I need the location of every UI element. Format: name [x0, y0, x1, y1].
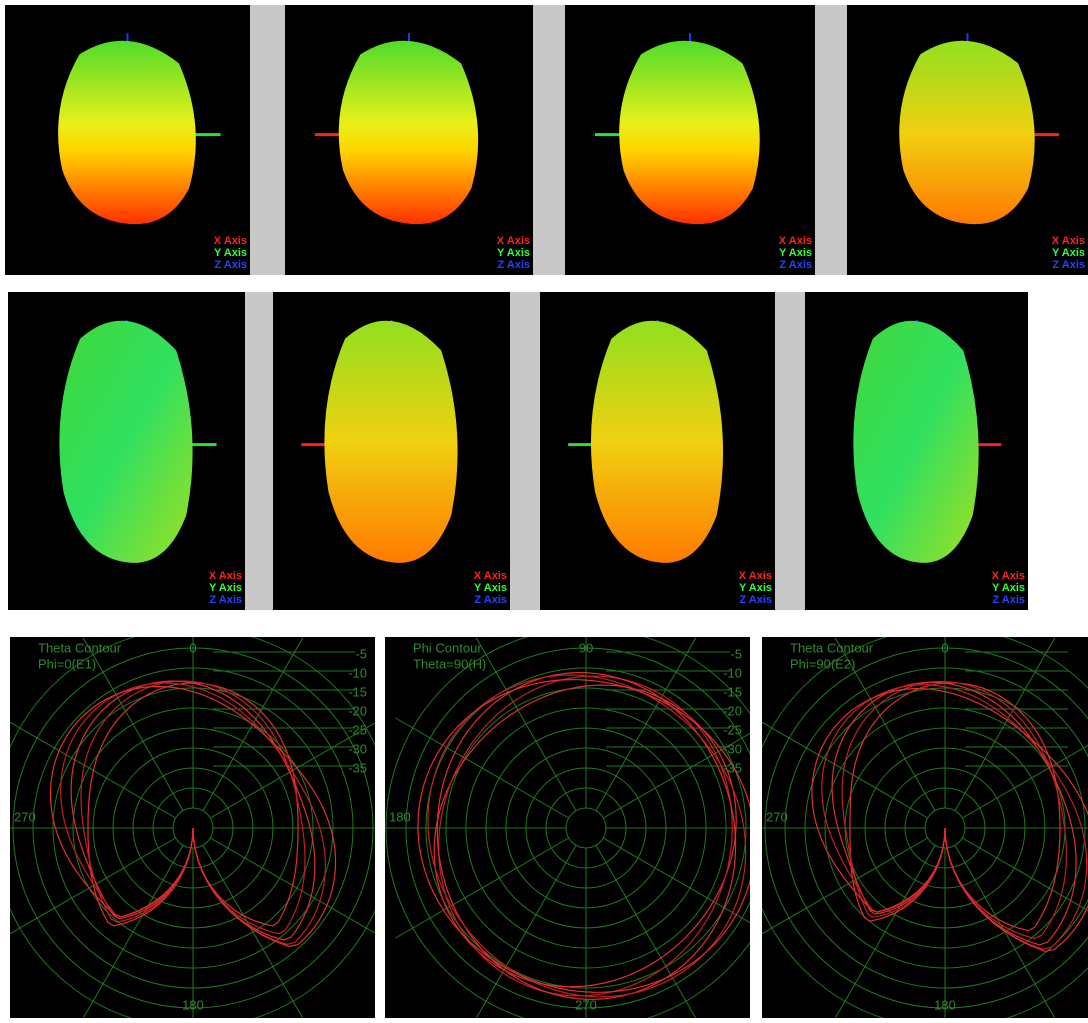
spoke	[82, 637, 184, 811]
spoke	[475, 845, 577, 1018]
pattern-curves	[811, 681, 1088, 952]
axis-legend: X Axis	[1052, 235, 1085, 247]
axis-legend: Z Axis	[497, 259, 530, 271]
pattern-curve	[49, 685, 337, 948]
axis-legend: Z Axis	[209, 594, 242, 606]
ring-label: -25	[348, 722, 367, 737]
angle-label: 0	[189, 640, 196, 655]
spoke	[762, 837, 928, 935]
ring-label: -25	[723, 722, 742, 737]
spoke	[475, 637, 577, 811]
spoke	[210, 837, 375, 934]
angle-label: 270	[14, 809, 36, 824]
spoke	[10, 721, 176, 819]
plot-title: Theta Contour	[38, 640, 122, 655]
spoke	[603, 837, 750, 924]
plot-subtitle: Phi=90(E2)	[790, 656, 855, 671]
ring-label: -15	[723, 684, 742, 699]
spoke	[954, 637, 1056, 811]
plot-title: Theta Contour	[790, 640, 874, 655]
axis-legend: X Axis	[992, 570, 1025, 582]
separator	[510, 292, 540, 610]
ring-label: -10	[723, 665, 742, 680]
angle-label: 180	[934, 997, 956, 1012]
ring-label: -30	[348, 741, 367, 756]
pattern-blob	[338, 40, 479, 225]
ring-label: -35	[723, 760, 742, 775]
ring-label: -15	[348, 684, 367, 699]
pattern-blob	[324, 320, 458, 563]
spoke	[962, 837, 1088, 912]
angle-label: 180	[389, 809, 411, 824]
separator	[533, 5, 565, 275]
axis-legend: Z Axis	[1052, 259, 1085, 271]
spoke	[395, 717, 569, 819]
spoke	[202, 845, 304, 1018]
angle-label: 270	[575, 997, 597, 1012]
ring-label: -20	[723, 703, 742, 718]
plot-title: Phi Contour	[413, 640, 482, 655]
axis-legend: X Axis	[214, 235, 247, 247]
axis-legend: Y Axis	[1052, 247, 1085, 259]
pattern-blob	[59, 320, 193, 563]
ring-label: -30	[723, 741, 742, 756]
pattern-blob	[899, 40, 1035, 225]
axis-legend: Z Axis	[739, 594, 772, 606]
plot-subtitle: Phi=0(E1)	[38, 656, 96, 671]
pattern-curves	[417, 671, 750, 1000]
axis-legend: Y Axis	[474, 582, 507, 594]
axis-legend: Y Axis	[739, 582, 772, 594]
axis-legend: X Axis	[779, 235, 812, 247]
axis-legend: X Axis	[497, 235, 530, 247]
spoke	[82, 845, 184, 1018]
angle-label: 0	[941, 640, 948, 655]
spoke	[595, 637, 697, 811]
angle-label: 180	[182, 997, 204, 1012]
ring-label: -5	[355, 646, 367, 661]
ring-label: -35	[348, 760, 367, 775]
axis-legend: X Axis	[474, 570, 507, 582]
polar-grid	[385, 637, 750, 1018]
spoke	[834, 845, 936, 1018]
ring-label: -20	[348, 703, 367, 718]
axis-legend: Z Axis	[474, 594, 507, 606]
separator	[775, 292, 805, 610]
axis-legend: X Axis	[739, 570, 772, 582]
pattern-blob	[590, 320, 724, 563]
spoke	[834, 637, 936, 811]
ring-label: -5	[730, 646, 742, 661]
axis-legend: Y Axis	[209, 582, 242, 594]
polar-grid	[762, 637, 1088, 1018]
separator	[815, 5, 847, 275]
pattern-blob	[853, 320, 979, 563]
pattern-blob	[58, 40, 196, 225]
ring-label: -10	[348, 665, 367, 680]
plot-subtitle: Theta=90(H)	[413, 656, 486, 671]
spoke	[603, 732, 750, 819]
angle-label: 90	[579, 640, 593, 655]
angle-label: 270	[766, 809, 788, 824]
axis-legend: Y Axis	[992, 582, 1025, 594]
pattern-curve	[427, 674, 747, 998]
spoke	[595, 845, 697, 1018]
pattern-curve	[811, 687, 1088, 952]
pattern-blob	[619, 40, 760, 225]
axis-legend: Y Axis	[779, 247, 812, 259]
axis-legend: Z Axis	[214, 259, 247, 271]
axis-legend: Z Axis	[779, 259, 812, 271]
separator	[245, 292, 273, 610]
spoke	[762, 721, 928, 819]
axis-legend: Y Axis	[497, 247, 530, 259]
axis-legend: X Axis	[209, 570, 242, 582]
pattern-curve	[436, 671, 737, 1000]
axis-legend: Z Axis	[992, 594, 1025, 606]
pattern-curve	[433, 684, 737, 988]
pattern-curves	[49, 680, 337, 948]
pattern-curve	[417, 678, 750, 993]
spoke	[395, 837, 569, 939]
separator	[250, 5, 285, 275]
axis-legend: Y Axis	[214, 247, 247, 259]
